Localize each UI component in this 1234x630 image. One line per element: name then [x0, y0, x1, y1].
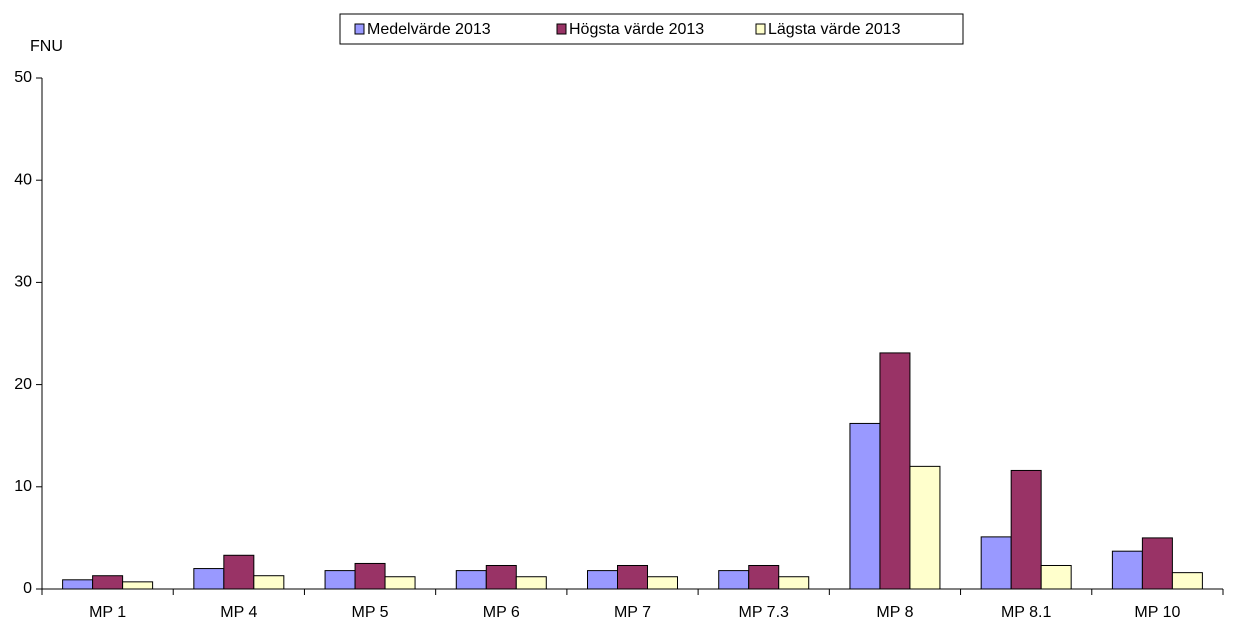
y-tick-label: 20 [14, 376, 32, 393]
bar [718, 570, 750, 590]
x-tick-label: MP 7.3 [739, 604, 790, 621]
x-tick-label: MP 1 [89, 604, 126, 621]
bar [455, 570, 487, 590]
legend-box [339, 13, 964, 45]
bar [324, 570, 356, 590]
legend-swatch [556, 23, 567, 35]
bar [1141, 537, 1173, 590]
bar [223, 554, 255, 590]
x-tick-label: MP 8.1 [1001, 604, 1052, 621]
bar [647, 576, 678, 590]
x-tick-label: MP 4 [220, 604, 257, 621]
x-tick-label: MP 5 [352, 604, 389, 621]
bar [879, 352, 911, 590]
bar [515, 576, 547, 590]
y-tick-label: 50 [14, 69, 32, 86]
legend-label: Lägsta värde 2013 [768, 21, 901, 38]
bar [122, 581, 154, 590]
legend-label: Högsta värde 2013 [569, 21, 704, 38]
bar [354, 562, 386, 590]
bar [1010, 469, 1042, 590]
bar [909, 465, 941, 590]
bar [1171, 572, 1203, 590]
bar [617, 564, 648, 590]
y-tick-label: 0 [23, 580, 32, 597]
x-tick-label: MP 6 [483, 604, 520, 621]
legend-label: Medelvärde 2013 [367, 21, 491, 38]
bar [62, 579, 94, 590]
y-axis-label: FNU [30, 38, 63, 55]
legend-swatch [354, 23, 365, 35]
bar [253, 575, 285, 590]
bar [92, 575, 124, 590]
bar [1111, 550, 1143, 590]
bar [748, 564, 780, 590]
x-tick-label: MP 8 [876, 604, 913, 621]
x-tick-label: MP 7 [614, 604, 651, 621]
bar [980, 536, 1012, 590]
bar [849, 422, 881, 590]
y-tick-label: 30 [14, 274, 32, 291]
bar [587, 570, 618, 590]
legend-swatch [755, 23, 766, 35]
y-tick-label: 10 [14, 478, 32, 495]
bar [384, 576, 416, 590]
y-tick-label: 40 [14, 171, 32, 188]
bar [1040, 564, 1072, 590]
bar [193, 568, 225, 590]
bar [778, 576, 810, 590]
bar [485, 564, 517, 590]
x-tick-label: MP 10 [1134, 604, 1180, 621]
